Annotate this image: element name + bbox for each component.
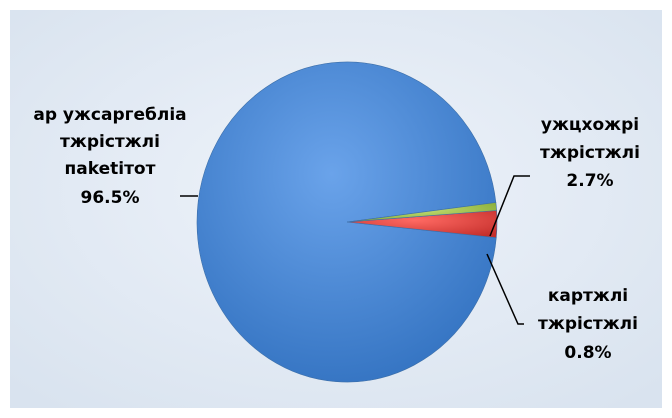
pie-slices: [196, 61, 498, 383]
leader-line-1: [489, 175, 530, 237]
slice-value-label-0: 96.5%: [81, 188, 140, 208]
slice-labels: ар ужсаргебліа тжрістжлі паketітот 96.5% ужц…: [33, 105, 640, 363]
slice-label-0-line-2: паketітот: [65, 159, 156, 179]
slice-label-0-line-0: ар ужсаргебліа: [33, 105, 186, 125]
slice-value-label-1: 2.7%: [566, 171, 613, 191]
leader-line-2: [486, 253, 524, 325]
leader-lines: [180, 175, 530, 325]
pie-slice-2: [346, 202, 497, 223]
slice-label-1-line-0: ужцхожрі: [541, 115, 639, 135]
slice-label-2-line-1: тжрістжлі: [538, 314, 638, 334]
slice-label-2-line-0: картжлі: [548, 286, 628, 306]
slice-label-1-line-1: тжрістжлі: [540, 143, 640, 163]
slice-label-0-line-1: тжрістжлі: [60, 132, 160, 152]
pie-slice-0: [196, 61, 497, 383]
slice-value-label-2: 0.8%: [564, 343, 611, 363]
